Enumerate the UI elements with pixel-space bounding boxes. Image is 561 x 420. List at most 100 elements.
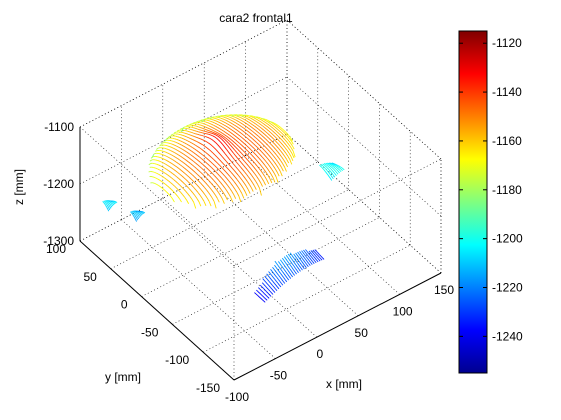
surface-stroke — [256, 176, 259, 180]
surface-stroke — [234, 176, 238, 180]
surface-stroke — [180, 155, 183, 158]
surface-stroke — [195, 162, 198, 165]
surface-stroke — [229, 118, 232, 121]
surface-stroke — [191, 159, 194, 162]
surface-stroke — [295, 264, 298, 268]
surface-stroke — [193, 160, 196, 164]
surface-stroke — [172, 184, 175, 187]
surface-stroke — [267, 126, 271, 130]
surface-stroke — [263, 149, 267, 153]
surface-stroke — [174, 174, 178, 178]
surface-stroke — [279, 277, 283, 280]
surface-stroke — [239, 166, 243, 170]
surface-stroke — [239, 128, 243, 131]
surface-stroke — [105, 205, 108, 208]
surface-stroke — [198, 119, 202, 123]
surface-stroke — [216, 189, 219, 193]
surface-stroke — [269, 135, 273, 138]
surface-stroke — [156, 163, 159, 166]
surface-stroke — [308, 250, 311, 253]
surface-stroke — [265, 146, 268, 150]
surface-stroke — [249, 132, 252, 135]
x-axis-label: x [mm] — [326, 377, 362, 391]
surface-stroke — [196, 158, 199, 162]
surface-stroke — [240, 117, 243, 120]
surface-stroke — [239, 177, 243, 181]
surface-stroke — [180, 192, 183, 195]
surface-stroke — [206, 119, 210, 122]
surface-stroke — [234, 149, 237, 153]
surface-stroke — [267, 154, 271, 158]
surface-stroke — [192, 122, 195, 124]
surface-stroke — [316, 259, 319, 263]
surface-stroke — [245, 117, 248, 120]
surface-stroke — [213, 179, 216, 183]
surface-stroke — [196, 150, 200, 153]
surface-stroke — [234, 124, 237, 127]
surface-stroke — [226, 167, 230, 171]
surface-stroke — [213, 119, 217, 122]
surface-stroke — [265, 125, 269, 128]
surface-stroke — [273, 138, 277, 142]
surface-stroke — [198, 131, 201, 133]
surface-stroke — [333, 169, 337, 173]
surface-stroke — [218, 158, 222, 162]
surface-stroke — [258, 136, 261, 139]
surface-stroke — [221, 143, 225, 147]
surface-stroke — [166, 137, 169, 140]
surface-stroke — [229, 114, 232, 117]
surface-stroke — [156, 147, 159, 150]
surface-stroke — [257, 183, 260, 189]
surface-stroke — [231, 119, 234, 122]
surface-stroke — [197, 123, 200, 126]
surface-stroke — [245, 128, 248, 132]
surface-stroke — [190, 128, 193, 131]
surface-stroke — [162, 158, 166, 161]
surface-stroke — [327, 166, 331, 169]
surface-stroke — [252, 124, 255, 127]
surface-stroke — [271, 275, 274, 278]
surface-stroke — [167, 174, 171, 177]
surface-stroke — [239, 160, 242, 164]
surface-stroke — [284, 156, 288, 160]
surface-stroke — [171, 167, 175, 171]
surface-stroke — [200, 177, 204, 181]
surface-stroke — [195, 133, 198, 135]
surface-stroke — [215, 115, 218, 118]
surface-stroke — [187, 170, 191, 174]
surface-stroke — [288, 144, 292, 148]
surface-stroke — [170, 143, 173, 145]
surface-stroke — [272, 284, 275, 288]
surface-stroke — [134, 210, 136, 213]
surface-stroke — [201, 139, 205, 141]
surface-stroke — [247, 134, 251, 138]
surface-stroke — [175, 170, 179, 174]
surface-stroke — [332, 163, 335, 166]
surface-stroke — [229, 128, 233, 131]
surface-stroke — [214, 117, 218, 120]
surface-stroke — [247, 189, 251, 194]
surface-stroke — [226, 135, 230, 139]
surface-stroke — [183, 145, 186, 148]
surface-stroke — [283, 150, 287, 154]
surface-stroke — [183, 126, 186, 128]
surface-stroke — [203, 135, 206, 137]
surface-stroke — [231, 150, 234, 154]
surface-stroke — [257, 119, 261, 122]
surface-stroke — [140, 213, 143, 216]
surface-stroke — [273, 146, 276, 150]
surface-stroke — [151, 153, 155, 158]
surface-stroke — [214, 122, 218, 125]
surface-stroke — [195, 120, 199, 123]
surface-stroke — [265, 281, 268, 285]
surface-stroke — [261, 290, 264, 293]
surface-stroke — [256, 134, 259, 137]
surface-stroke — [241, 126, 244, 129]
surface-stroke — [269, 150, 272, 154]
surface-stroke — [232, 133, 236, 137]
surface-stroke — [206, 147, 210, 150]
x-tick-label: 150 — [434, 283, 454, 297]
surface-stroke — [289, 255, 292, 259]
surface-stroke — [272, 127, 276, 131]
surface-stroke — [314, 260, 317, 264]
